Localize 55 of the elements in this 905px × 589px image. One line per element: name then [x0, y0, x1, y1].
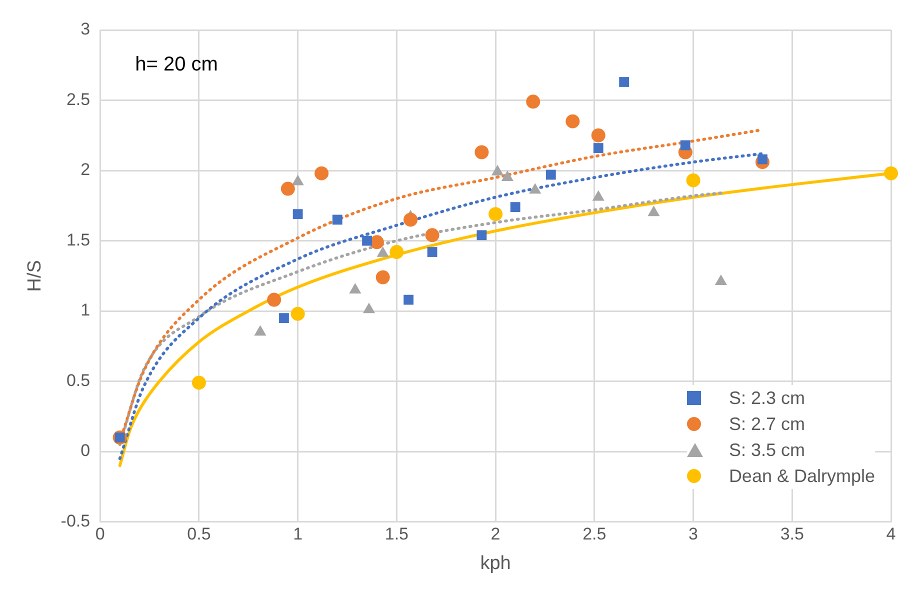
- y-tick-label: -0.5: [60, 511, 90, 530]
- y-tick-label: 0: [80, 441, 90, 460]
- y-tick-label: 2.5: [66, 90, 90, 109]
- point: [314, 166, 329, 180]
- point: [526, 94, 540, 109]
- point: [546, 170, 556, 180]
- point: [332, 214, 342, 225]
- y-tick-label: 1.5: [66, 230, 90, 250]
- point: [362, 236, 372, 246]
- x-tick-label: 4: [886, 524, 896, 544]
- point: [279, 313, 289, 324]
- legend-label: S: 3.5 cm: [728, 440, 805, 460]
- y-tick-label: 2: [80, 160, 90, 180]
- point: [370, 235, 384, 250]
- point: [593, 143, 604, 153]
- point: [488, 207, 503, 222]
- x-tick-label: 1.5: [384, 524, 409, 544]
- x-axis-title: kph: [480, 552, 511, 574]
- point: [390, 245, 404, 260]
- x-tick-label: 0: [95, 524, 105, 544]
- point: [714, 274, 728, 286]
- legend-label: Dean & Dalrymple: [728, 466, 875, 486]
- point: [404, 294, 414, 305]
- x-tick-label: 0.5: [187, 524, 211, 544]
- y-axis-title: H/S: [24, 260, 46, 292]
- point: [476, 230, 487, 240]
- point: [591, 128, 606, 142]
- y-tick-label: 3: [80, 20, 90, 39]
- y-tick-label: 0.5: [66, 370, 90, 390]
- annotation: h= 20 cm: [135, 54, 218, 76]
- point: [404, 212, 418, 227]
- y-tick-label: 1: [80, 300, 90, 320]
- point: [427, 247, 438, 257]
- point: [376, 270, 390, 284]
- point: [292, 209, 303, 220]
- x-tick-label: 3: [688, 524, 698, 544]
- point: [267, 292, 282, 307]
- x-tick-label: 1: [293, 524, 303, 544]
- point: [884, 166, 898, 180]
- point: [566, 114, 580, 128]
- point: [510, 202, 520, 212]
- legend-label: S: 2.7 cm: [728, 414, 805, 434]
- point: [619, 77, 630, 87]
- point: [425, 228, 440, 242]
- point: [290, 306, 305, 321]
- legend-label: S: 2.3 cm: [728, 388, 805, 408]
- x-tick-label: 3.5: [780, 524, 804, 544]
- point: [686, 173, 700, 188]
- point: [192, 376, 206, 390]
- point: [474, 145, 489, 160]
- x-tick-label: 2: [490, 524, 500, 544]
- point: [680, 140, 690, 150]
- point: [280, 182, 295, 196]
- x-tick-label: 2.5: [582, 524, 606, 544]
- point: [501, 170, 514, 182]
